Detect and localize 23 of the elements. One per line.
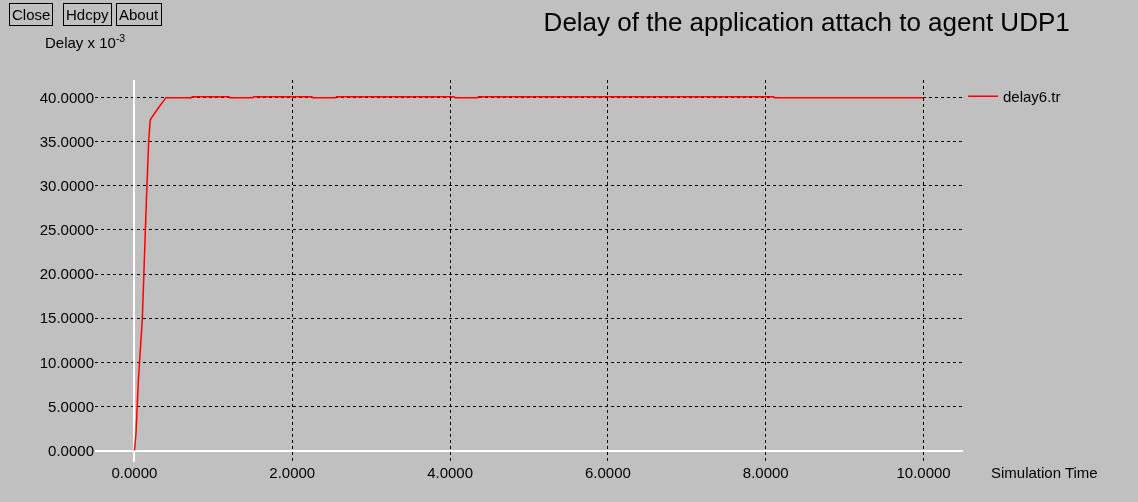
y-tick-label: 30.0000 <box>39 177 94 195</box>
y-tick-label: 20.0000 <box>39 265 94 283</box>
text: About <box>119 6 160 23</box>
x-axis-title: Simulation Time <box>991 464 1098 481</box>
y-tick-label: 10.0000 <box>39 353 94 371</box>
legend-label: delay6.tr <box>1003 88 1061 106</box>
chart-title: Delay of the application attach to agent UDP1 <box>543 6 1070 37</box>
y-tick-label: 15.0000 <box>39 309 94 327</box>
y-tick-label: 5.0000 <box>48 397 94 415</box>
text: Close <box>12 6 51 23</box>
x-tick-label: 10.0000 <box>896 464 951 481</box>
text: Hdcpy <box>66 6 110 23</box>
line-series <box>133 96 925 452</box>
x-tick-label: 8.0000 <box>742 464 789 481</box>
x-tick-label: 6.0000 <box>584 464 631 481</box>
x-tick-label: 4.0000 <box>427 464 474 481</box>
x-tick-label: 2.0000 <box>269 464 316 481</box>
y-tick-label: 35.0000 <box>39 133 94 151</box>
y-axis-title: Delay x 10$^{-3}$ <box>45 32 126 52</box>
y-tick-label: 40.0000 <box>39 88 94 106</box>
y-tick-label: 25.0000 <box>39 221 94 239</box>
x-tick-label: 0.0000 <box>111 464 158 481</box>
y-tick-label: 0.0000 <box>48 441 94 459</box>
